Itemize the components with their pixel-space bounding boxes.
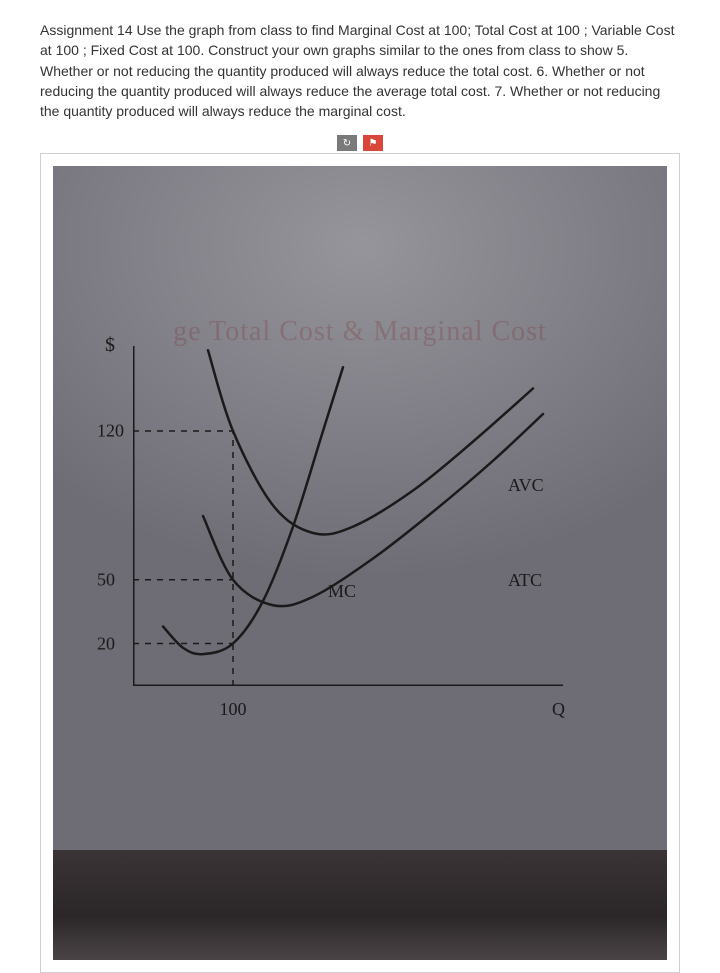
image-toolbar: ↻ ⚑ — [0, 135, 720, 151]
x-tick-label: 100 — [220, 699, 247, 720]
chart-svg — [133, 346, 563, 686]
curve-label-avc: AVC — [508, 475, 544, 496]
y-tick-label: 20 — [97, 633, 115, 654]
cost-curves-chart: $ Q 1205020100MCAVCATC — [133, 346, 563, 686]
y-axis-label: $ — [105, 334, 115, 357]
curve-label-atc: ATC — [508, 570, 542, 591]
assignment-question-text: Assignment 14 Use the graph from class t… — [0, 0, 720, 131]
x-axis-label: Q — [552, 699, 565, 720]
slide-title-watermark: ge Total Cost & Marginal Cost — [63, 316, 657, 348]
refresh-icon[interactable]: ↻ — [337, 135, 357, 151]
y-tick-label: 120 — [97, 421, 124, 442]
image-frame: ge Total Cost & Marginal Cost $ Q 120 50 2… — [40, 153, 680, 973]
y-tick-label: 50 — [97, 570, 115, 591]
curve-label-mc: MC — [328, 581, 356, 602]
graph-photo: ge Total Cost & Marginal Cost $ Q 120 50 2… — [53, 166, 667, 960]
flag-icon[interactable]: ⚑ — [363, 135, 383, 151]
photo-floor — [53, 850, 667, 960]
